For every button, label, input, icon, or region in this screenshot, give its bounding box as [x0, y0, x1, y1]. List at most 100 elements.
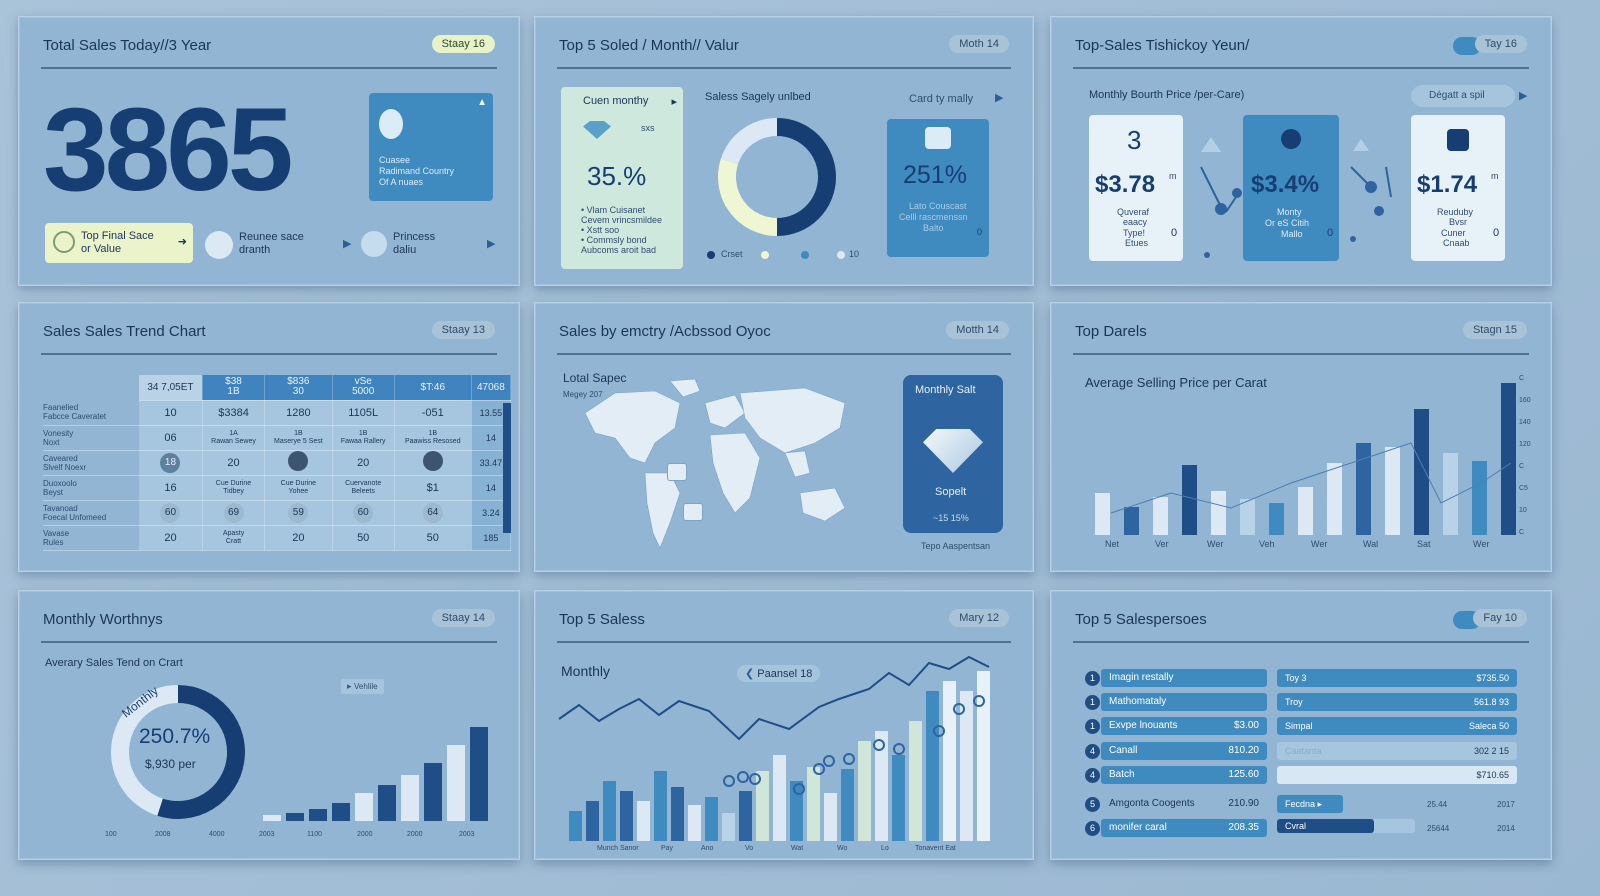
- play-icon[interactable]: ▶: [995, 92, 1004, 104]
- bar[interactable]: [1298, 487, 1313, 535]
- salesperson-row[interactable]: Imagin restally: [1101, 669, 1267, 687]
- legend-tag[interactable]: ▸ Vehlile: [341, 679, 384, 694]
- bar[interactable]: [807, 767, 820, 841]
- bar[interactable]: [892, 755, 905, 841]
- bar[interactable]: [688, 805, 701, 841]
- bar[interactable]: [909, 721, 922, 841]
- bar[interactable]: [1501, 383, 1516, 535]
- panel-badge[interactable]: Stagn 15: [1462, 321, 1527, 339]
- percent-card[interactable]: 251% Lato Couscast Celll rascmenssn Balt…: [887, 119, 989, 257]
- bar[interactable]: [620, 791, 633, 841]
- bar[interactable]: [1385, 447, 1400, 535]
- bar[interactable]: [671, 787, 684, 841]
- bar[interactable]: [355, 793, 373, 821]
- bar[interactable]: [926, 691, 939, 841]
- salesperson-row[interactable]: Amgonta Coogents 210.90: [1101, 795, 1267, 813]
- panel-badge[interactable]: Fay 10: [1473, 609, 1527, 627]
- salesperson-row[interactable]: Mathomataly: [1101, 693, 1267, 711]
- bar[interactable]: [378, 785, 396, 821]
- panel-badge[interactable]: Moth 14: [949, 35, 1009, 53]
- bar[interactable]: [1240, 499, 1255, 535]
- world-map[interactable]: [575, 373, 865, 553]
- bar[interactable]: [654, 771, 667, 841]
- bar[interactable]: [1124, 507, 1139, 535]
- donut-segment[interactable]: [720, 118, 778, 165]
- pill-top-final[interactable]: Top Final Sace or Value ➜: [45, 223, 193, 263]
- table-row[interactable]: Duoxoolo Beyst 16 Cue Durine Tidbey Cue …: [43, 475, 512, 501]
- bar[interactable]: [286, 813, 304, 821]
- metric-row[interactable]: Toy 3 $735.50: [1277, 669, 1517, 687]
- bar[interactable]: [977, 671, 990, 841]
- location-pin-icon[interactable]: [683, 503, 703, 521]
- metric-row[interactable]: Simpal Saleca 50: [1277, 717, 1517, 735]
- country-card[interactable]: ▲ Cuasee Radimand Country Of A nuaes: [369, 93, 493, 201]
- data-point[interactable]: [823, 755, 835, 767]
- pill-princess[interactable]: Princess daliu ▶: [359, 229, 499, 261]
- table-row[interactable]: Caveared Slvelf Noexr 18 20 20 33.47: [43, 450, 512, 476]
- metric-row[interactable]: Troy 561.8 93: [1277, 693, 1517, 711]
- data-point[interactable]: [933, 725, 945, 737]
- bar[interactable]: [1472, 461, 1487, 535]
- data-point[interactable]: [953, 703, 965, 715]
- series-tag[interactable]: ❮ Paansel 18: [737, 665, 821, 682]
- bar[interactable]: [943, 681, 956, 841]
- data-point[interactable]: [749, 773, 761, 785]
- metric-row[interactable]: Caatanta 302 2 15: [1277, 742, 1517, 760]
- table-header[interactable]: $836 30: [264, 375, 333, 401]
- panel-badge[interactable]: Staay 13: [431, 321, 495, 339]
- bar[interactable]: [1153, 497, 1168, 535]
- salesperson-row[interactable]: Canall 810.20: [1101, 742, 1267, 760]
- price-card[interactable]: $1.74 m Reuduby Bvsr Cuner Cnaab 0: [1411, 115, 1505, 261]
- data-point[interactable]: [813, 763, 825, 775]
- bar[interactable]: [637, 801, 650, 841]
- bar[interactable]: [586, 801, 599, 841]
- table-row[interactable]: Vonesity Noxt 06 1A Rawan Sewey 1B Maser…: [43, 425, 512, 451]
- bar[interactable]: [773, 755, 786, 841]
- bar[interactable]: [824, 793, 837, 841]
- monthly-sales-card[interactable]: Monthly Salt Sopelt ~15 15%: [903, 375, 1003, 533]
- metric-row[interactable]: Fecdna ▸: [1277, 795, 1343, 813]
- data-point[interactable]: [737, 771, 749, 783]
- data-point[interactable]: [793, 783, 805, 795]
- table-header[interactable]: $T:46: [394, 375, 472, 401]
- salesperson-row[interactable]: monifer caral 208.35: [1101, 819, 1267, 837]
- bar[interactable]: [1414, 409, 1429, 535]
- bar[interactable]: [841, 769, 854, 841]
- donut-segment[interactable]: [157, 685, 245, 819]
- bar[interactable]: [470, 727, 488, 821]
- action-button[interactable]: Dégatt a spil: [1411, 85, 1515, 107]
- panel-badge[interactable]: Staay 14: [431, 609, 495, 627]
- data-point[interactable]: [723, 775, 735, 787]
- bar[interactable]: [756, 771, 769, 841]
- data-point[interactable]: [893, 743, 905, 755]
- location-pin-icon[interactable]: [667, 463, 687, 481]
- bar[interactable]: [569, 811, 582, 841]
- bar[interactable]: [1269, 503, 1284, 535]
- bar[interactable]: [858, 741, 871, 841]
- donut-segment[interactable]: [718, 158, 778, 236]
- bar[interactable]: [960, 691, 973, 841]
- table-header[interactable]: 47068: [471, 375, 512, 401]
- bar[interactable]: [1211, 491, 1226, 535]
- table-row[interactable]: Tavanoad Foecal Unfomeed 60 69 59 60 64 …: [43, 500, 512, 526]
- bar[interactable]: [424, 763, 442, 821]
- price-card[interactable]: $3.4% Monty Or eS Citih Mallo 0: [1243, 115, 1339, 261]
- bar[interactable]: [790, 781, 803, 841]
- bar[interactable]: [1443, 453, 1458, 535]
- table-header[interactable]: 34 7,05ET: [139, 375, 203, 401]
- panel-badge[interactable]: Staay 16: [431, 35, 495, 53]
- data-point[interactable]: [843, 753, 855, 765]
- bar[interactable]: [309, 809, 327, 821]
- table-header[interactable]: $38 1B: [202, 375, 266, 401]
- salesperson-row[interactable]: Batch 125.60: [1101, 766, 1267, 784]
- play-icon[interactable]: ▶: [1519, 90, 1528, 102]
- table-scrollbar[interactable]: [503, 403, 511, 533]
- panel-badge[interactable]: Motth 14: [946, 321, 1009, 339]
- bar[interactable]: [1095, 493, 1110, 535]
- bar[interactable]: [1182, 465, 1197, 535]
- bar[interactable]: [332, 803, 350, 821]
- data-point[interactable]: [873, 739, 885, 751]
- bar[interactable]: [875, 731, 888, 841]
- price-card[interactable]: 3 $3.78 m Quveraf eaacy Type! Etues 0: [1089, 115, 1183, 261]
- bar[interactable]: [401, 775, 419, 821]
